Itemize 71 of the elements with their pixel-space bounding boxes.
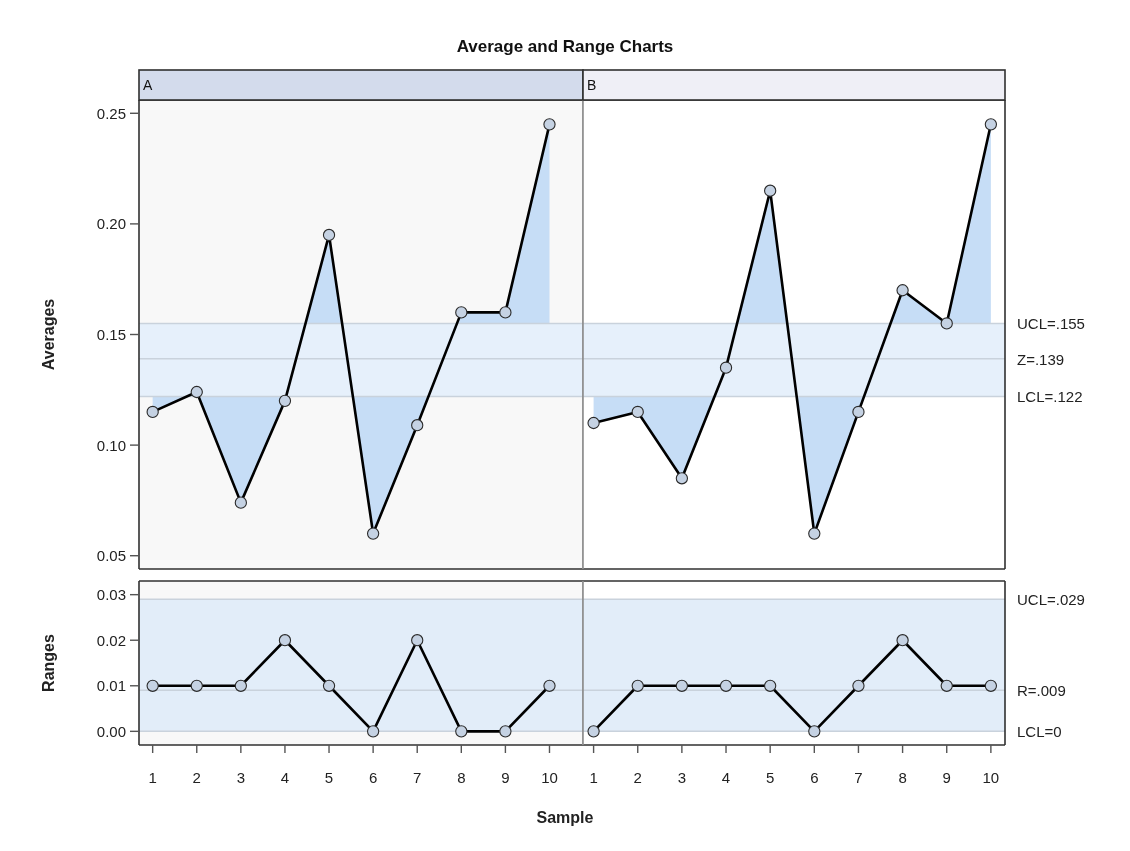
x-tick-label: 3 [236, 768, 246, 786]
point [322, 679, 336, 692]
point [234, 679, 247, 692]
y-tick-label: 0.03 [96, 586, 126, 604]
x-tick-label: 8 [457, 768, 466, 786]
x-tick-label: 5 [765, 768, 775, 786]
ref-line-label: R=.009 [1017, 681, 1066, 699]
x-tick-label: 2 [192, 768, 201, 786]
ref-line-label: UCL=.029 [1017, 590, 1085, 608]
point [764, 184, 777, 197]
y-tick-label: 0.02 [96, 631, 126, 649]
point [499, 306, 512, 319]
point [411, 419, 424, 432]
x-tick-label: 7 [854, 768, 863, 786]
y-tick-label: 0.15 [96, 326, 126, 343]
x-tick-label: 9 [942, 768, 951, 786]
point [719, 361, 733, 374]
point [322, 228, 336, 242]
point [984, 118, 998, 131]
x-tick-label: 6 [810, 768, 819, 786]
ref-line-label: Z=.139 [1017, 350, 1065, 368]
chart-title: Average and Range Charts [456, 36, 674, 56]
point [631, 405, 644, 419]
y-tick-label: 0.20 [96, 215, 126, 233]
x-tick-label: 10 [982, 768, 1000, 786]
x-tick-label: 1 [148, 768, 157, 786]
point [808, 527, 821, 540]
x-axis-title: Sample [536, 808, 594, 826]
x-tick-label: 4 [280, 768, 290, 786]
point [852, 405, 865, 419]
point [190, 679, 203, 692]
x-tick-label: 9 [501, 768, 510, 786]
y-axis-title: Averages [39, 298, 57, 371]
x-tick-label: 5 [324, 768, 334, 786]
point [499, 725, 512, 738]
point [896, 284, 909, 297]
x-tick-label: 3 [677, 768, 687, 786]
x-tick-label: 4 [721, 768, 731, 786]
chart-subtitle: A [143, 77, 153, 93]
y-tick-label: 0.00 [96, 722, 126, 740]
x-tick-label: 6 [368, 768, 378, 786]
x-tick-label: 7 [413, 768, 422, 786]
x-tick-label: 8 [898, 768, 907, 786]
point [675, 472, 689, 485]
point [146, 679, 159, 692]
chart-subtitle: B [587, 77, 597, 93]
point [366, 725, 380, 738]
point [190, 385, 203, 399]
ref-line-label: LCL=.122 [1017, 387, 1083, 405]
y-tick-label: 0.01 [96, 677, 126, 695]
y-axis-title: Ranges [39, 634, 57, 692]
point [940, 317, 953, 330]
point [455, 725, 468, 738]
ref-line-label: UCL=.155 [1017, 314, 1085, 332]
x-tick-label: 1 [589, 768, 598, 786]
y-tick-label: 0.25 [96, 104, 126, 122]
point [411, 634, 424, 647]
y-tick-label: 0.10 [96, 436, 126, 454]
point [587, 416, 600, 430]
y-tick-label: 0.05 [96, 547, 126, 565]
point [543, 679, 556, 692]
point [278, 634, 292, 647]
point [146, 405, 159, 419]
x-tick-label: 2 [633, 768, 642, 786]
point [455, 306, 468, 319]
point [543, 118, 556, 131]
point [366, 527, 380, 540]
x-tick-label: 10 [541, 768, 558, 786]
point [278, 394, 292, 408]
point [234, 496, 247, 509]
ref-line-label: LCL=0 [1017, 722, 1062, 740]
